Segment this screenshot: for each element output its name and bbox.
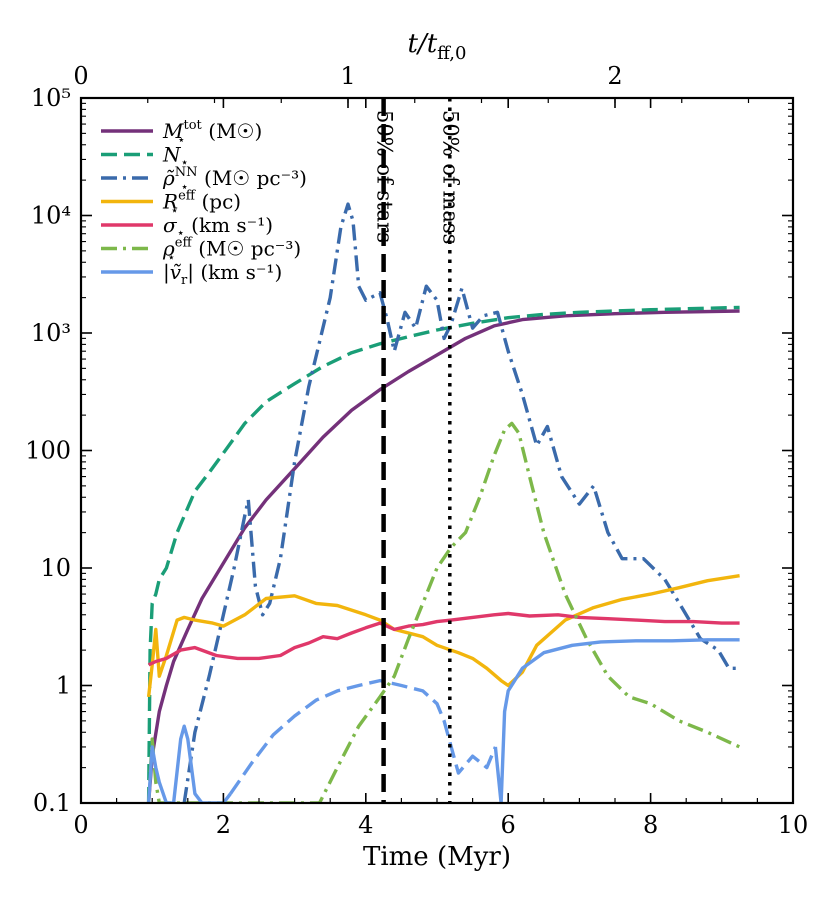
- series-6-line: [146, 421, 741, 803]
- y-tick-label: 10⁵: [31, 84, 71, 112]
- y-tick-label: 0.1: [33, 789, 71, 817]
- x-axis-label: Time (Myr): [363, 842, 511, 872]
- top-axis-label: t/tff,0: [408, 29, 467, 64]
- x-tick-label: 0: [73, 811, 88, 839]
- series-1-line: [146, 309, 740, 803]
- vline-layer: 50% of stars 50% of mass: [372, 98, 463, 803]
- vline-1-label: 50% of stars: [372, 110, 396, 243]
- series-7-line-part-3: [493, 638, 740, 803]
- series-7-line-part-1: [146, 724, 232, 803]
- x-tick-label: 6: [501, 811, 516, 839]
- legend-label-7: |ṽr| (km s⁻¹): [163, 260, 282, 288]
- top-tick-label: 0: [73, 62, 88, 90]
- legend-label-5: σ⋆ (km s⁻¹): [163, 213, 273, 241]
- legend-label-2: N⋆: [162, 143, 189, 171]
- series-5-line: [147, 611, 740, 667]
- y-tick-label: 10³: [31, 319, 71, 347]
- series-7-line-part-2: [229, 678, 497, 795]
- y-tick-label: 10⁴: [31, 202, 71, 230]
- vline-2-label: 50% of mass: [439, 110, 463, 244]
- legend-label-1: Mtot ⋆ (M☉): [162, 118, 262, 148]
- legend: Mtot ⋆ (M☉)N⋆ρ̃NN ⋆ (M☉ pc⁻³)Reff ⋆ (pc)σ⋆ …: [101, 118, 307, 288]
- legend-label-3: ρ̃NN ⋆ (M☉ pc⁻³): [162, 165, 307, 195]
- x-tick-label: 10: [778, 811, 809, 839]
- y-tick-label: 100: [25, 437, 71, 465]
- x-tick-label: 2: [216, 811, 231, 839]
- top-tick-label: 2: [607, 62, 622, 90]
- top-tick-label: 1: [340, 62, 355, 90]
- y-tick-label: 1: [56, 672, 71, 700]
- series-layer: [146, 202, 741, 803]
- legend-label-6: ρeff ⋆ (M☉ pc⁻³): [162, 236, 301, 266]
- y-tick-label: 10: [40, 554, 71, 582]
- x-tick-label: 4: [358, 811, 373, 839]
- series-2-line: [146, 305, 740, 803]
- x-tick-label: 8: [643, 811, 658, 839]
- legend-label-4: Reff ⋆ (pc): [162, 189, 241, 219]
